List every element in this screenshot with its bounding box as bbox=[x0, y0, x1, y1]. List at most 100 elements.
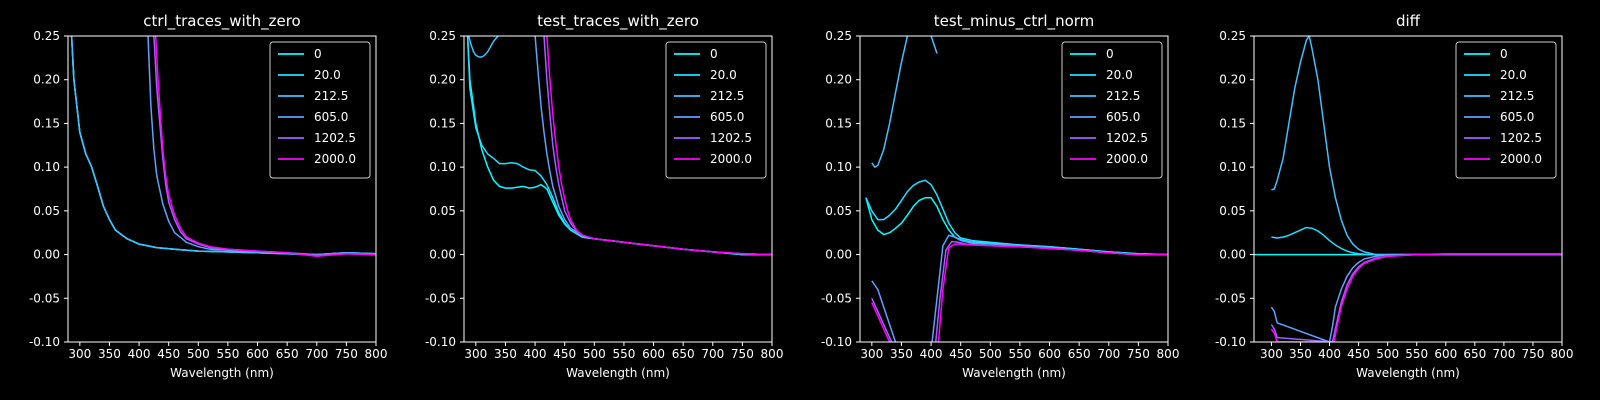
y-tick-label: 0.25 bbox=[825, 29, 852, 43]
legend-label: 0 bbox=[710, 47, 718, 61]
y-tick-label: 0.20 bbox=[1219, 73, 1246, 87]
legend-label: 605.0 bbox=[1106, 110, 1140, 124]
axes-frame bbox=[463, 35, 773, 343]
legend-box bbox=[1455, 41, 1557, 179]
axes-frame bbox=[1253, 35, 1563, 343]
x-tick-label: 400 bbox=[128, 347, 151, 361]
y-tick-label: 0.05 bbox=[429, 204, 456, 218]
y-tick-label: 0.05 bbox=[825, 204, 852, 218]
legend-label: 212.5 bbox=[1500, 89, 1534, 103]
x-tick-label: 500 bbox=[187, 347, 210, 361]
x-tick-label: 300 bbox=[68, 347, 91, 361]
x-tick-label: 700 bbox=[1097, 347, 1120, 361]
x-tick-label: 650 bbox=[1463, 347, 1486, 361]
y-tick-label: -0.05 bbox=[1215, 291, 1246, 305]
series-line-212.5 bbox=[70, 36, 376, 256]
x-tick-label: 500 bbox=[583, 347, 606, 361]
chart-panel-2: test_traces_with_zero 300 350 400 450 500 550 6… bbox=[425, 12, 784, 380]
x-axis-label: Wavelength (nm) bbox=[566, 366, 670, 380]
series-line-1202.5 bbox=[1270, 253, 1562, 342]
axes-frame bbox=[859, 35, 1169, 343]
legend-label: 20.0 bbox=[314, 68, 341, 82]
x-tick-label: 800 bbox=[761, 347, 784, 361]
series-line-2000.0 bbox=[871, 243, 1168, 342]
x-tick-label: 350 bbox=[494, 347, 517, 361]
x-tick-label: 550 bbox=[612, 347, 635, 361]
legend-box bbox=[1061, 41, 1163, 179]
x-tick-label: 350 bbox=[98, 347, 121, 361]
x-tick-label: 750 bbox=[335, 347, 358, 361]
legend-label: 0 bbox=[1500, 47, 1508, 61]
y-tick-label: 0.15 bbox=[1219, 116, 1246, 130]
y-tick-label: 0.10 bbox=[825, 160, 852, 174]
x-tick-label: 300 bbox=[860, 347, 883, 361]
y-tick-label: 0.15 bbox=[33, 116, 60, 130]
y-tick-label: 0.05 bbox=[33, 204, 60, 218]
x-tick-label: 350 bbox=[1289, 347, 1312, 361]
y-tick-label: -0.10 bbox=[29, 335, 60, 349]
x-tick-label: 800 bbox=[1157, 347, 1180, 361]
legend-label: 20.0 bbox=[710, 68, 737, 82]
x-tick-label: 600 bbox=[246, 347, 269, 361]
legend: 0 20.0 212.5 605.0 1202.5 2000.0 bbox=[1455, 41, 1557, 179]
y-tick-label: 0.25 bbox=[429, 29, 456, 43]
x-tick-label: 350 bbox=[890, 347, 913, 361]
x-tick-label: 600 bbox=[642, 347, 665, 361]
y-tick-label: 0.05 bbox=[1219, 204, 1246, 218]
x-tick-label: 800 bbox=[1551, 347, 1574, 361]
series-line-20.0 bbox=[865, 179, 1168, 256]
legend-box bbox=[665, 41, 767, 179]
x-tick-label: 550 bbox=[216, 347, 239, 361]
legend-label: 605.0 bbox=[710, 110, 744, 124]
series-line-2000.0 bbox=[154, 36, 376, 258]
plot-area bbox=[865, 36, 1168, 342]
legend: 0 20.0 212.5 605.0 1202.5 2000.0 bbox=[1061, 41, 1163, 179]
x-tick-label: 450 bbox=[1347, 347, 1370, 361]
legend-label: 605.0 bbox=[314, 110, 348, 124]
y-tick-label: -0.10 bbox=[1215, 335, 1246, 349]
y-tick-label: 0.25 bbox=[1219, 29, 1246, 43]
x-axis-label: Wavelength (nm) bbox=[170, 366, 274, 380]
y-tick-label: -0.10 bbox=[821, 335, 852, 349]
series-line-212.5 bbox=[871, 36, 938, 169]
legend-label: 1202.5 bbox=[1106, 131, 1148, 145]
y-tick-label: 0.00 bbox=[1219, 248, 1246, 262]
y-tick-label: 0.00 bbox=[33, 248, 60, 262]
y-tick-label: 0.10 bbox=[429, 160, 456, 174]
legend-label: 0 bbox=[314, 47, 322, 61]
legend-label: 212.5 bbox=[710, 89, 744, 103]
y-tick-label: 0.25 bbox=[33, 29, 60, 43]
x-tick-label: 500 bbox=[1376, 347, 1399, 361]
chart-title: ctrl_traces_with_zero bbox=[143, 12, 300, 31]
y-tick-label: 0.10 bbox=[1219, 160, 1246, 174]
series-line-2000.0 bbox=[546, 36, 772, 256]
plot-area bbox=[70, 36, 376, 258]
y-tick-label: 0.00 bbox=[429, 248, 456, 262]
plot-area bbox=[1254, 36, 1562, 342]
legend-label: 212.5 bbox=[314, 89, 348, 103]
y-tick-label: 0.15 bbox=[429, 116, 456, 130]
y-tick-label: -0.10 bbox=[425, 335, 456, 349]
legend-label: 605.0 bbox=[1500, 110, 1534, 124]
x-tick-label: 700 bbox=[701, 347, 724, 361]
x-tick-label: 400 bbox=[920, 347, 943, 361]
legend-label: 2000.0 bbox=[1500, 152, 1542, 166]
x-tick-label: 600 bbox=[1038, 347, 1061, 361]
x-tick-label: 450 bbox=[157, 347, 180, 361]
legend-label: 1202.5 bbox=[1500, 131, 1542, 145]
x-tick-label: 450 bbox=[949, 347, 972, 361]
x-tick-label: 700 bbox=[305, 347, 328, 361]
x-tick-label: 650 bbox=[672, 347, 695, 361]
y-tick-label: -0.05 bbox=[29, 291, 60, 305]
y-tick-label: 0.20 bbox=[825, 73, 852, 87]
legend-box bbox=[269, 41, 371, 179]
legend-label: 2000.0 bbox=[314, 152, 356, 166]
legend-label: 212.5 bbox=[1106, 89, 1140, 103]
x-tick-label: 400 bbox=[524, 347, 547, 361]
x-tick-label: 300 bbox=[1260, 347, 1283, 361]
y-tick-label: 0.20 bbox=[33, 73, 60, 87]
x-tick-label: 700 bbox=[1492, 347, 1515, 361]
series-line-212.5 bbox=[467, 36, 500, 58]
x-tick-label: 650 bbox=[276, 347, 299, 361]
